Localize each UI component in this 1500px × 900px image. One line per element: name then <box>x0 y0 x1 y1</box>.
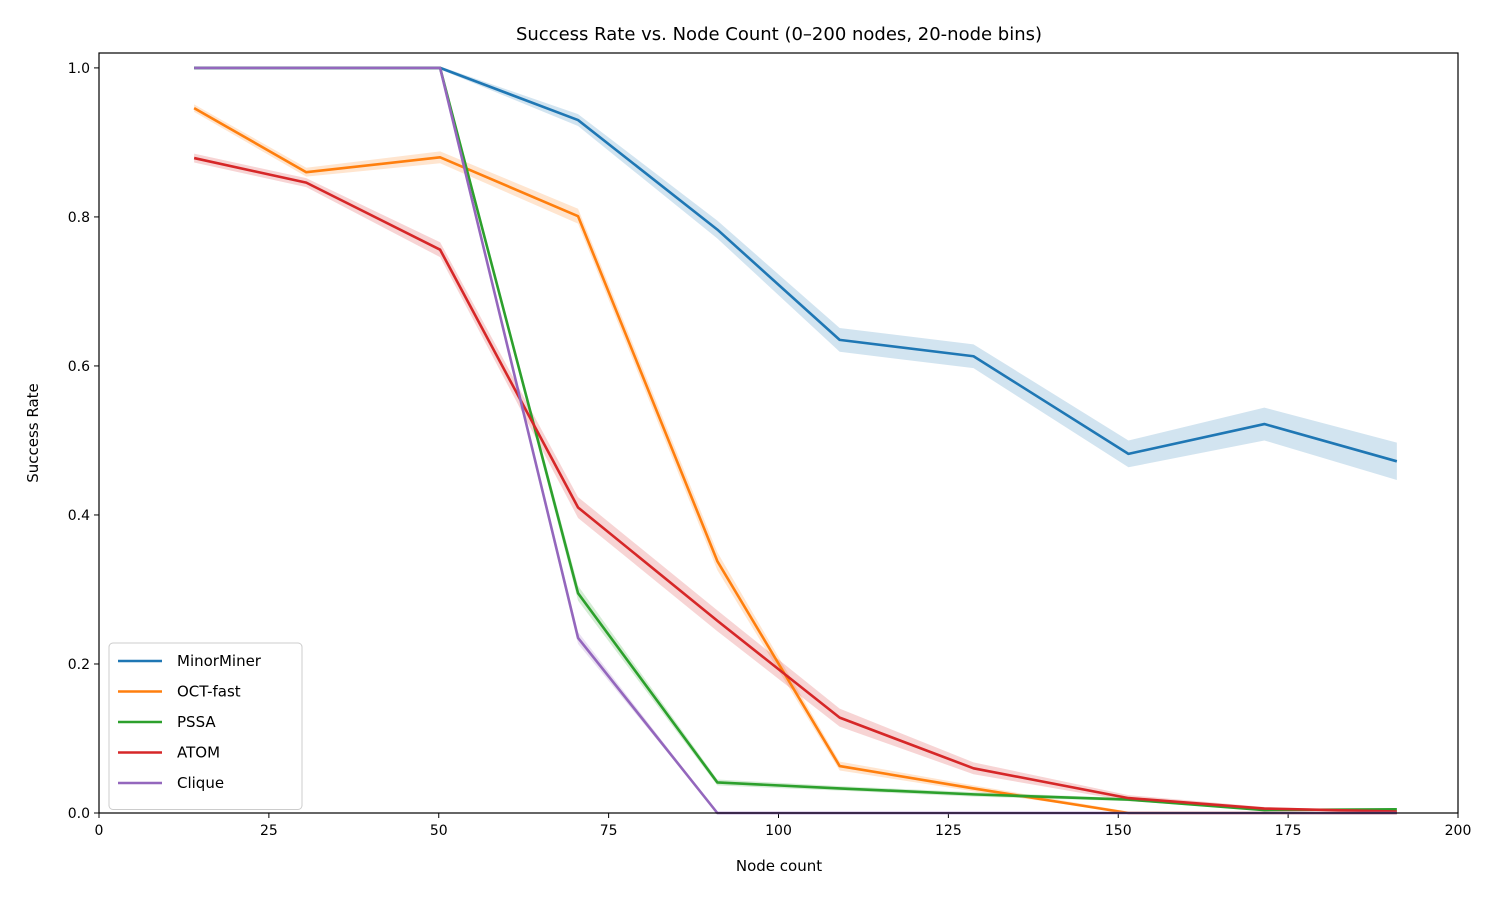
x-tick-label: 100 <box>765 823 792 839</box>
x-tick-label: 25 <box>260 823 278 839</box>
plot-frame <box>98 52 1459 814</box>
y-tick-label: 0.0 <box>68 806 90 822</box>
x-tick-label: 0 <box>95 823 104 839</box>
confidence-band-atom <box>194 153 1397 813</box>
x-tick-label: 125 <box>935 823 962 839</box>
y-tick-label: 1.0 <box>68 61 90 77</box>
x-tick-label: 50 <box>430 823 448 839</box>
series-line-atom <box>193 156 1397 813</box>
x-tick-label: 150 <box>1105 823 1132 839</box>
legend-label: ATOM <box>177 744 220 762</box>
x-tick-label: 175 <box>1275 823 1302 839</box>
y-tick-label: 0.8 <box>68 210 90 226</box>
y-tick-label: 0.6 <box>68 359 90 375</box>
x-tick-label: 200 <box>1445 823 1472 839</box>
legend-label: MinorMiner <box>177 652 262 670</box>
legend-box <box>108 642 303 810</box>
y-tick-label: 0.4 <box>68 508 90 524</box>
x-tick-label: 75 <box>600 823 618 839</box>
legend: MinorMiner OCT-fast PSSA ATOM Clique <box>108 642 303 810</box>
legend-label: PSSA <box>177 713 216 731</box>
x-axis-label: Node count <box>736 857 822 875</box>
series-line-minorminer <box>194 66 1398 463</box>
chart-title: Success Rate vs. Node Count (0–200 nodes… <box>516 24 1042 45</box>
legend-label: OCT-fast <box>177 683 241 701</box>
confidence-band-minorminer <box>194 66 1397 480</box>
y-tick-label: 0.2 <box>68 657 90 673</box>
legend-label: Clique <box>177 774 224 792</box>
y-axis-label: Success Rate <box>24 383 42 483</box>
confidence-band-oct-fast <box>194 104 1397 814</box>
